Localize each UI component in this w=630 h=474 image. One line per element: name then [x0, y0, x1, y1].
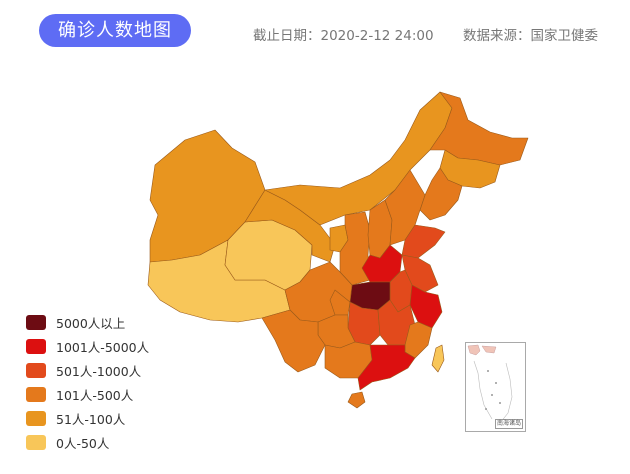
region-zhejiang[interactable] [409, 284, 443, 329]
data-source: 数据来源：国家卫健委 [463, 28, 598, 44]
inset-map [467, 344, 513, 424]
region-taiwan[interactable] [431, 344, 445, 373]
legend-label: 5000人以上 [56, 315, 126, 331]
legend-item: 51人-100人 [26, 406, 149, 430]
legend-swatch [26, 386, 46, 402]
legend-item: 0人-50人 [26, 430, 149, 454]
legend-swatch [26, 314, 46, 330]
legend-label: 101人-500人 [56, 387, 134, 403]
legend-label: 51人-100人 [56, 411, 126, 427]
legend-item: 5000人以上 [26, 310, 149, 334]
legend-item: 101人-500人 [26, 382, 149, 406]
legend-swatch [26, 362, 46, 378]
cutoff-date: 截止日期：2020-2-12 24:00 [253, 28, 434, 44]
region-liaoning[interactable] [419, 167, 463, 221]
legend-label: 1001人-5000人 [56, 339, 150, 355]
region-hainan[interactable] [347, 391, 366, 409]
legend-label: 501人-1000人 [56, 363, 142, 379]
legend-label: 0人-50人 [56, 435, 110, 451]
south-china-sea-inset: 南海诸岛 [465, 342, 526, 432]
map-title: 确诊人数地图 [39, 14, 191, 47]
legend: 5000人以上 1001人-5000人 501人-1000人 101人-500人… [26, 310, 149, 454]
inset-label: 南海诸岛 [494, 419, 523, 429]
legend-swatch [26, 410, 46, 426]
region-guangdong[interactable] [357, 344, 416, 391]
legend-swatch [26, 434, 46, 450]
legend-item: 501人-1000人 [26, 358, 149, 382]
legend-swatch [26, 338, 46, 354]
legend-item: 1001人-5000人 [26, 334, 149, 358]
